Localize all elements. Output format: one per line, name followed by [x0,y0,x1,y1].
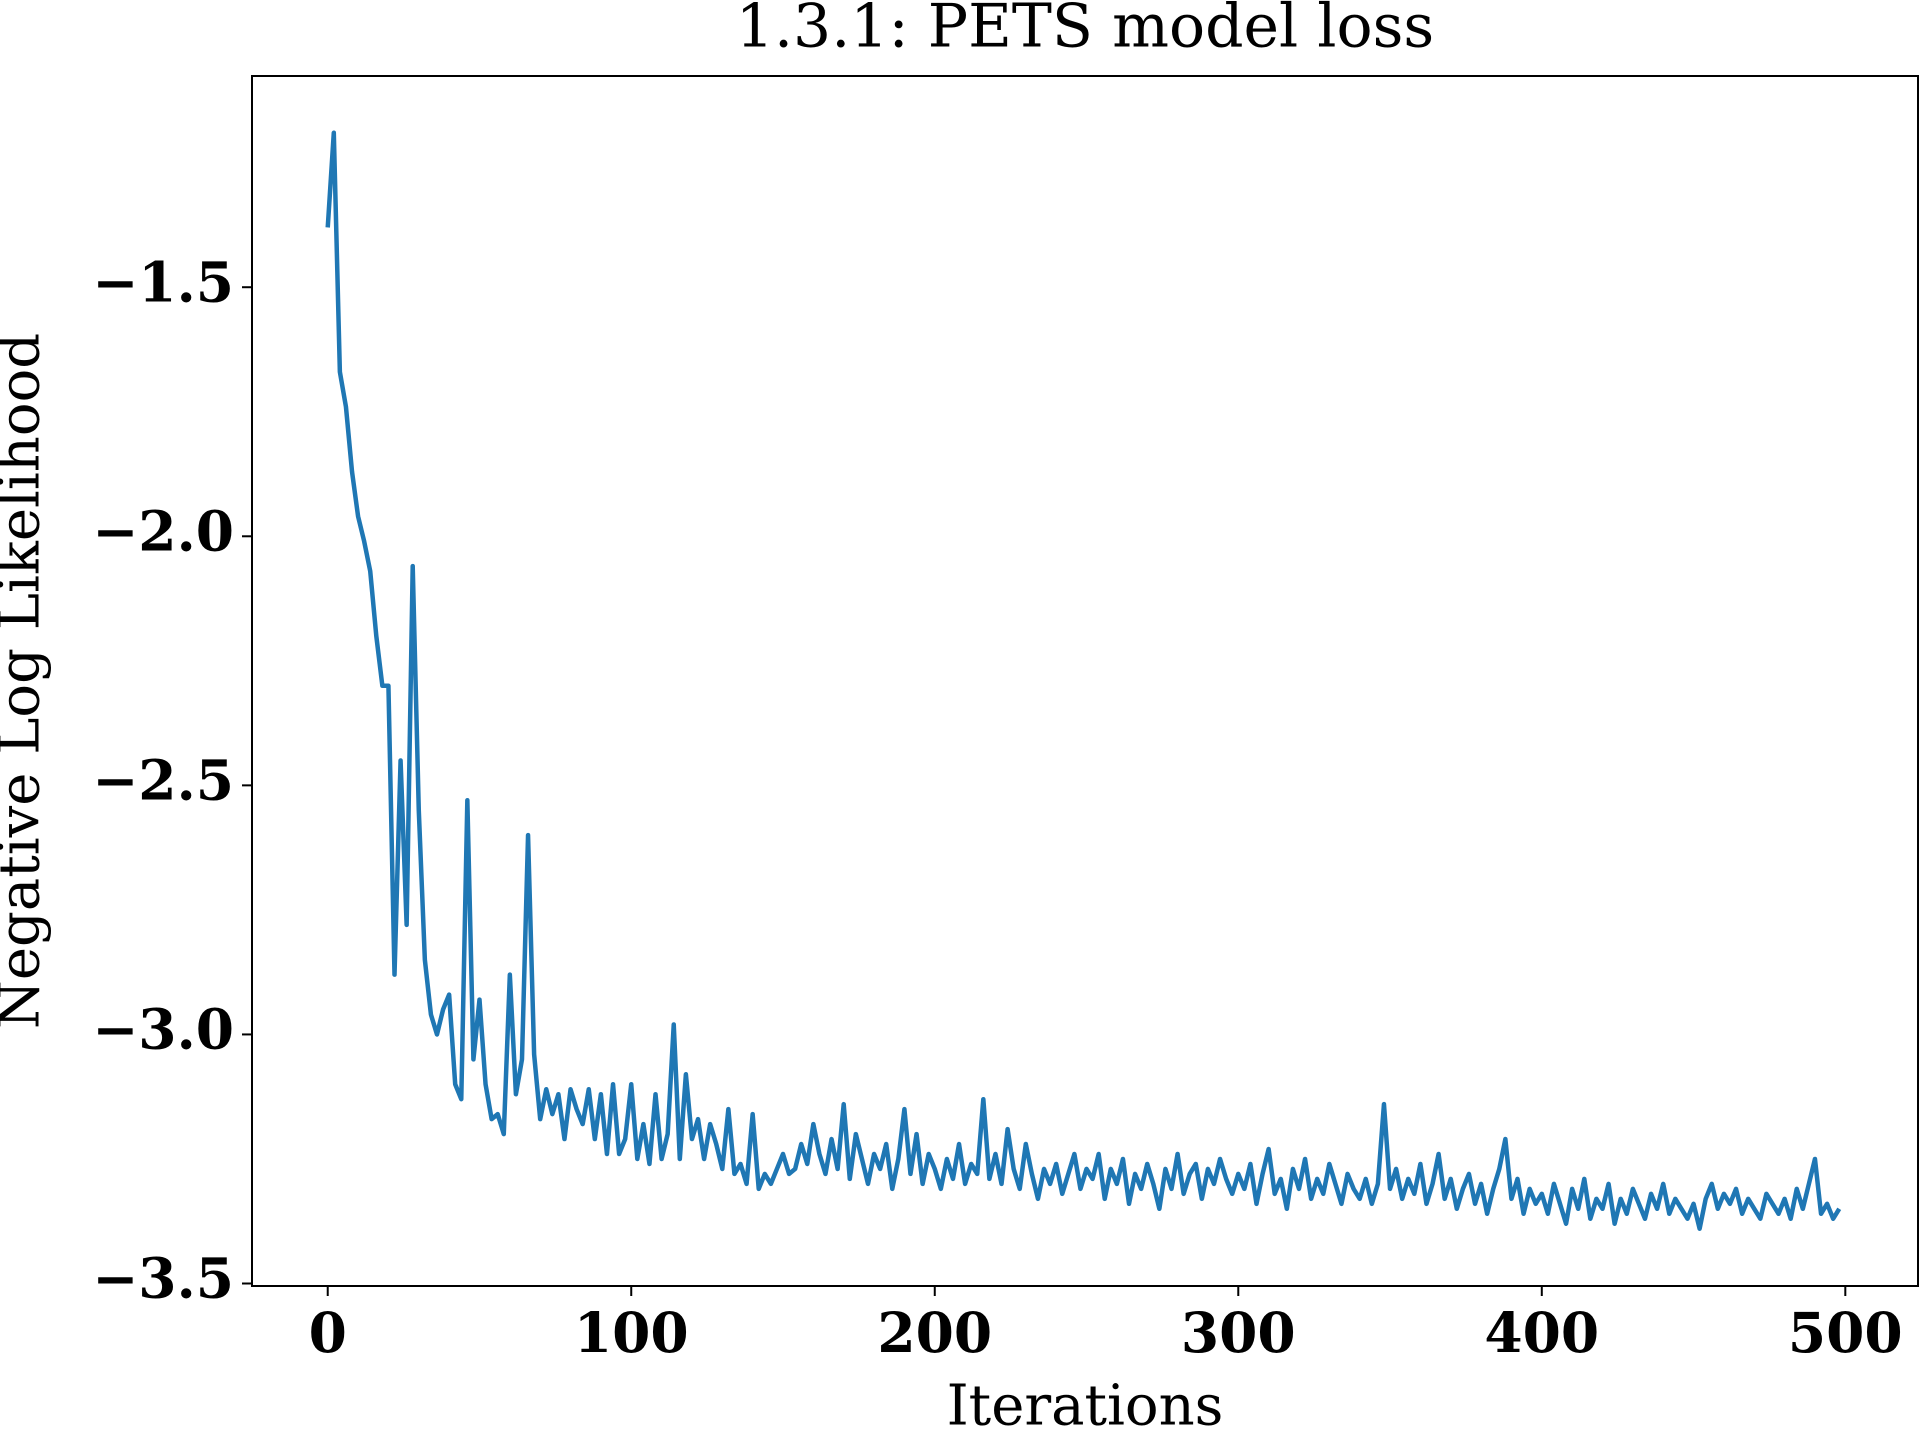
x-axis-label: Iterations [947,1374,1224,1439]
x-tick-label: 100 [574,1300,689,1365]
y-tick-label: −2.0 [92,498,234,563]
chart-title: 1.3.1: PETS model loss [736,0,1434,62]
plot-frame [251,75,1919,1287]
x-tick-label: 200 [877,1300,992,1365]
y-tick-label: −3.5 [92,1246,234,1311]
y-tick-label: −1.5 [92,249,234,314]
x-tick-label: 0 [309,1300,347,1365]
x-tick-label: 300 [1181,1300,1296,1365]
loss-line [325,130,1842,1231]
y-tick-label: −3.0 [92,997,234,1062]
y-tick-label: −2.5 [92,747,234,812]
y-axis-label: Negative Log Likelihood [0,333,53,1029]
x-tick-label: 500 [1788,1300,1903,1365]
x-tick-label: 400 [1484,1300,1599,1365]
